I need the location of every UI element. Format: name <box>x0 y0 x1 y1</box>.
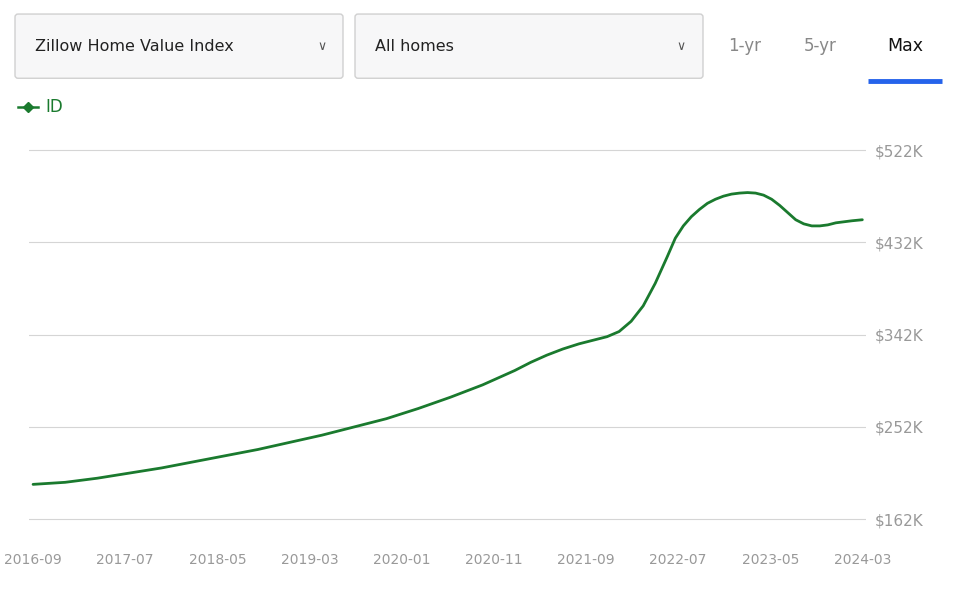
Text: Max: Max <box>887 37 923 55</box>
FancyBboxPatch shape <box>355 14 703 78</box>
Text: ID: ID <box>45 98 63 116</box>
Text: 5-yr: 5-yr <box>803 37 836 55</box>
FancyBboxPatch shape <box>15 14 343 78</box>
Text: ∨: ∨ <box>677 40 685 52</box>
Text: All homes: All homes <box>375 39 454 54</box>
Text: Zillow Home Value Index: Zillow Home Value Index <box>35 39 233 54</box>
Text: ∨: ∨ <box>318 40 326 52</box>
Text: 1-yr: 1-yr <box>729 37 762 55</box>
